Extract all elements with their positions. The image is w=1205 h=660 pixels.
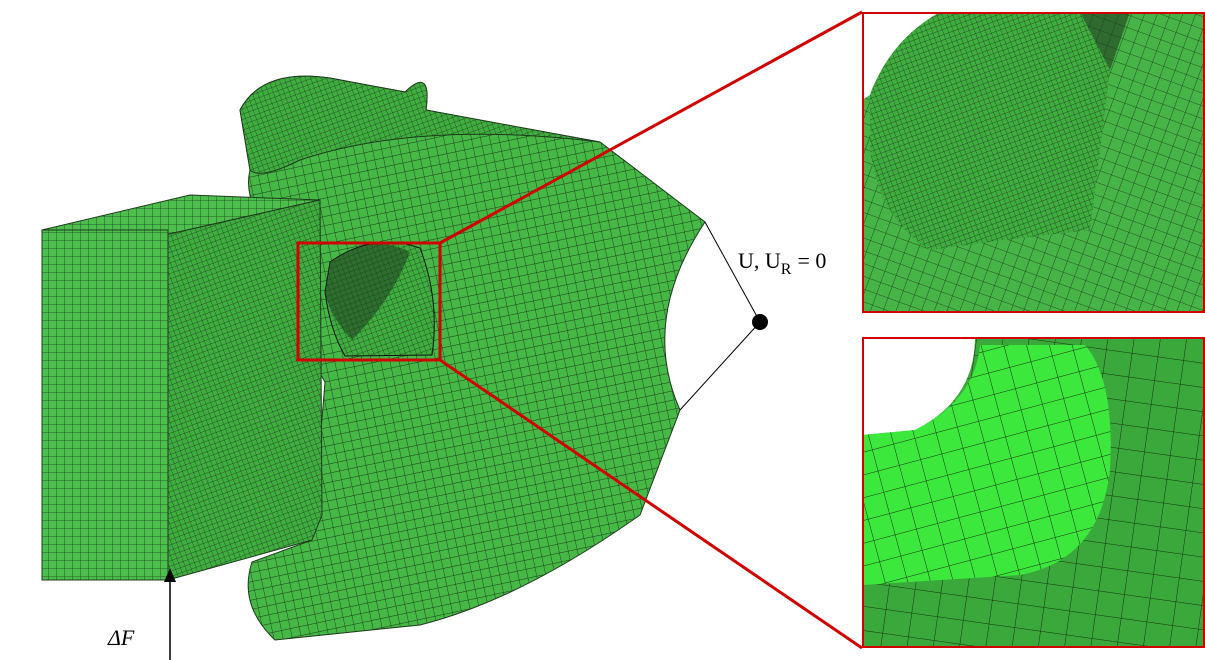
boundary-text: U, U (738, 248, 781, 273)
boundary-suffix: = 0 (797, 248, 826, 273)
zoom-top (862, 12, 1205, 313)
boundary-subscript: R (781, 261, 792, 278)
constraint-line (680, 322, 760, 410)
boundary-label: U, UR = 0 (738, 248, 826, 278)
reference-point (752, 314, 768, 330)
fillet-surface (870, 12, 1110, 250)
page: U, UR= 0 ΔF (() => { const data = JSON.p… (0, 0, 1205, 660)
zoom-bottom (862, 337, 1205, 648)
block-front (42, 230, 168, 580)
figure: U, UR = 0 ΔF (0, 0, 1205, 660)
load-label: ΔF (107, 625, 135, 650)
